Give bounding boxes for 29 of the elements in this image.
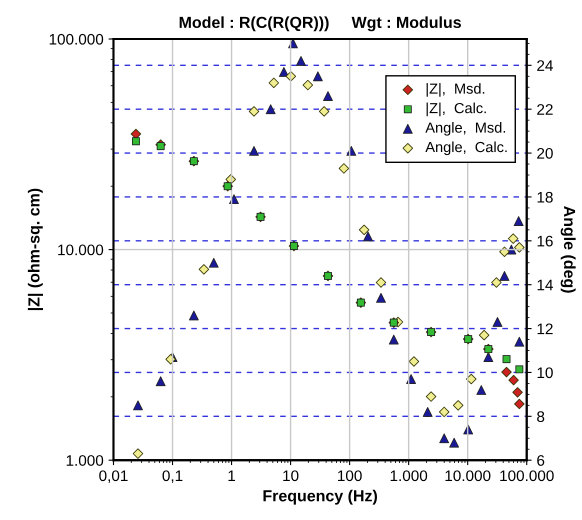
y2-tick-label: 16 [538,236,553,247]
y2-tick-label: 18 [538,192,553,203]
x-tick-label: 1.000 [390,470,428,482]
legend-label: |Z|, Msd. [426,83,484,97]
y-axis-title: |Z| (ohm-sq. cm) [28,188,43,310]
y2-axis-title: Angle (deg) [560,206,576,293]
chart-title: Model : R(C(R(QR))) Wgt : Modulus [180,16,461,32]
y-tick-label: 1.000 [66,455,104,466]
x-axis-title: Frequency (Hz) [263,490,377,505]
y2-tick-label: 24 [537,60,553,71]
y-tick-label: 10.000 [58,244,104,256]
y2-tick-label: 8 [537,411,544,422]
legend-label: Angle, Calc. [425,141,507,156]
y-tick-label: 100.000 [50,34,104,45]
x-tick-label: 1 [228,470,236,481]
x-tick-label: 100 [338,470,362,482]
legend-label: Angle, Msd. [425,122,506,136]
x-tick-label: 10 [283,470,298,482]
x-tick-label: 10.000 [445,470,490,482]
y2-tick-label: 14 [538,280,553,290]
y2-tick-label: 20 [537,148,553,159]
y2-tick-label: 12 [538,323,553,334]
y2-tick-label: 22 [537,104,553,115]
y2-tick-label: 6 [537,455,544,466]
x-tick-label: 0,1 [162,470,182,483]
x-tick-label: 100.000 [500,470,554,482]
y2-tick-label: 10 [538,367,553,378]
x-tick-label: 0,01 [99,470,128,483]
legend-label: |Z|, Calc. [426,102,486,116]
